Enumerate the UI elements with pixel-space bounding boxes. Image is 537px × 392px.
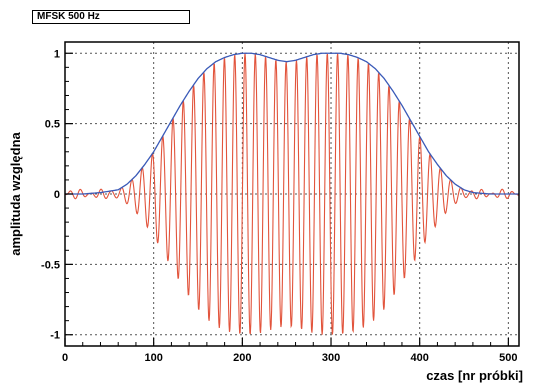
x-tick-label: 0: [62, 352, 68, 364]
x-tick-label: 100: [144, 352, 162, 364]
grid: [65, 42, 519, 346]
x-tick-label: 400: [411, 352, 429, 364]
x-tick-label: 500: [499, 352, 517, 364]
chart-title: MFSK 500 Hz: [37, 11, 100, 22]
x-tick-label: 200: [233, 352, 251, 364]
y-axis-label: amplituda względna: [8, 131, 23, 255]
x-tick-label: 300: [322, 352, 340, 364]
y-tick-label: 0.5: [45, 119, 60, 131]
envelope-line: [65, 52, 519, 195]
signal-series: [64, 53, 520, 335]
ticks: [64, 52, 509, 346]
x-axis-label: czas [nr próbki]: [426, 368, 523, 383]
signal-line: [64, 53, 520, 335]
chart-title-box: MFSK 500 Hz: [32, 10, 190, 24]
envelope-series: [65, 52, 519, 195]
y-tick-label: 0: [54, 189, 60, 201]
y-tick-label: 1: [54, 48, 60, 60]
y-tick-label: -1: [50, 330, 60, 342]
y-tick-label: -0.5: [41, 259, 60, 271]
tick-labels: 0 100 200 300 400 500 -1 -0.5 0 0.5 1: [41, 48, 518, 364]
